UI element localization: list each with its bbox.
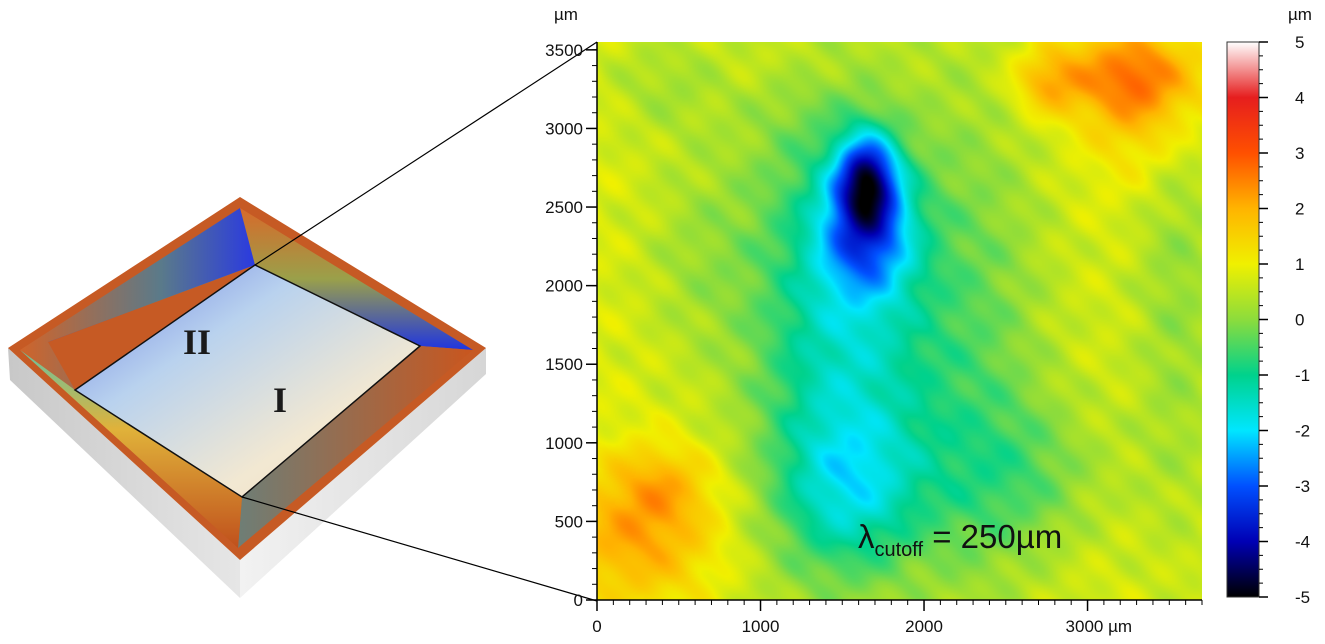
block-side-left bbox=[8, 348, 240, 598]
colorbar-tick-label: 5 bbox=[1295, 33, 1304, 52]
y-tick-label: 2500 bbox=[545, 198, 583, 217]
x-tick-label: 3000 µm bbox=[1066, 617, 1133, 636]
map-axes: 0 1000 2000 3000 µm 0 500 1000 1500 2000 2500 3000… bbox=[545, 41, 1203, 636]
height-map bbox=[597, 42, 1202, 600]
pocket-wall-front bbox=[20, 350, 242, 548]
lambda-cutoff-annotation: λcutoff = 250µm bbox=[858, 518, 1062, 561]
x-tick-label: 1000 bbox=[742, 617, 780, 636]
zoom-region-outline bbox=[73, 264, 422, 498]
height-map-canvas-holder bbox=[597, 42, 1202, 600]
colorbar-tick-label: 2 bbox=[1295, 200, 1304, 219]
pocket-wall-back bbox=[48, 208, 473, 350]
y-tick-label: 3500 bbox=[545, 41, 583, 60]
pocket-wall-right bbox=[238, 346, 473, 548]
y-tick-label: 0 bbox=[574, 591, 583, 610]
colorbar-tick-label: 4 bbox=[1295, 89, 1304, 108]
colorbar-tick-label: -3 bbox=[1295, 477, 1310, 496]
zoom-connector-top bbox=[254, 41, 598, 266]
region-label-i: I bbox=[273, 380, 287, 420]
y-tick-label: 2000 bbox=[545, 277, 583, 296]
lambda-subscript: cutoff bbox=[875, 539, 924, 561]
y-tick-label: 1000 bbox=[545, 434, 583, 453]
colorbar-tick-label: 3 bbox=[1295, 144, 1304, 163]
height-map-image bbox=[597, 42, 1202, 600]
pocket-wall-left bbox=[20, 208, 255, 390]
colorbar-tick-label: 1 bbox=[1295, 255, 1304, 274]
pocket-floor bbox=[75, 265, 420, 497]
lambda-value: = 250µm bbox=[923, 518, 1062, 555]
colorbar-gradient bbox=[1226, 41, 1260, 598]
x-tick-label: 2000 bbox=[905, 617, 943, 636]
colorbar-tick-label: 0 bbox=[1295, 311, 1304, 330]
region-label-ii: II bbox=[183, 322, 211, 362]
lambda-symbol: λ bbox=[858, 518, 875, 555]
y-axis-unit: µm bbox=[554, 5, 578, 24]
colorbar-tick-label: -5 bbox=[1295, 588, 1310, 607]
colorbar-tick-label: -1 bbox=[1295, 366, 1310, 385]
block-side-right bbox=[240, 348, 486, 598]
zoom-connector-bottom bbox=[241, 496, 598, 602]
3d-surface-view: II I bbox=[8, 197, 486, 598]
x-tick-label: 0 bbox=[592, 617, 601, 636]
colorbar-tick-label: -4 bbox=[1295, 533, 1310, 552]
y-tick-label: 1500 bbox=[545, 355, 583, 374]
y-tick-label: 3000 bbox=[545, 119, 583, 138]
colorbar: 5 4 3 2 1 0 -1 -2 -3 -4 -5 bbox=[1226, 33, 1310, 607]
y-tick-label: 500 bbox=[555, 512, 583, 531]
colorbar-unit: µm bbox=[1288, 5, 1312, 24]
colorbar-tick-label: -2 bbox=[1295, 422, 1310, 441]
